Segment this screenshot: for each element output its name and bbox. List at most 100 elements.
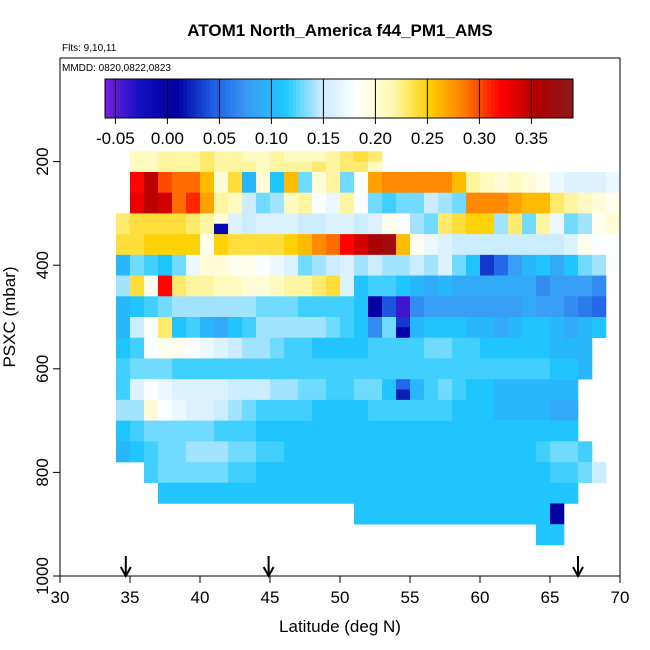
heatmap-cell [158, 358, 173, 370]
colorbar-segment [370, 79, 375, 118]
heatmap-cell [578, 192, 593, 204]
heatmap-cell [200, 192, 215, 204]
heatmap-cell [326, 213, 341, 225]
heatmap-cell [242, 275, 257, 287]
heatmap-cell [606, 244, 621, 256]
heatmap-cell [284, 285, 299, 297]
heatmap-cell [340, 192, 355, 204]
heatmap-cell [312, 399, 327, 411]
heatmap-cell [214, 482, 229, 494]
heatmap-cell [326, 306, 341, 318]
heatmap-cell [550, 524, 565, 535]
heatmap-cell [354, 410, 369, 421]
heatmap-cell [228, 223, 243, 235]
heatmap-cell [284, 306, 299, 318]
heatmap-cell [494, 296, 509, 307]
heatmap-cell [158, 451, 173, 463]
heatmap-cell [172, 441, 187, 452]
colorbar-segment [463, 79, 469, 118]
heatmap-cell [326, 430, 341, 442]
heatmap-cell [144, 389, 159, 401]
heatmap-cell [116, 265, 131, 276]
colorbar-frame [104, 78, 574, 119]
heatmap-cell [452, 223, 467, 235]
heatmap-cell [172, 213, 187, 225]
heatmap-cell [298, 223, 313, 235]
heatmap-cell [228, 171, 243, 183]
heatmap-cell [130, 234, 145, 245]
heatmap-cell [144, 472, 159, 484]
heatmap-cell [326, 493, 341, 504]
heatmap-cell [592, 472, 607, 484]
heatmap-cell [256, 337, 271, 349]
heatmap-cell [228, 161, 243, 173]
y-tick-label: 400 [33, 251, 52, 279]
heatmap-cell [130, 348, 145, 359]
heatmap-cell [522, 275, 537, 287]
heatmap-cell [340, 254, 355, 266]
heatmap-cell [494, 171, 509, 183]
heatmap-cell [186, 327, 201, 339]
colorbar-segment [534, 79, 539, 118]
heatmap-cell [214, 410, 229, 421]
heatmap-cell [284, 234, 299, 245]
heatmap-cell [354, 161, 369, 173]
heatmap-cell [382, 451, 397, 463]
heatmap-cell [564, 223, 579, 235]
colorbar-tick-label: 0.25 [411, 129, 444, 148]
heatmap-cell [606, 213, 621, 225]
heatmap-cell [382, 182, 397, 193]
heatmap-cell [130, 389, 145, 401]
heatmap-cell [424, 171, 439, 183]
x-tick-label: 50 [331, 588, 350, 607]
heatmap-cell [424, 192, 439, 204]
heatmap-cell [144, 182, 159, 193]
y-tick-label: 800 [33, 458, 52, 486]
heatmap-cell [508, 399, 523, 411]
x-tick-label: 45 [261, 588, 280, 607]
heatmap-cell [564, 348, 579, 359]
heatmap-cell [410, 472, 425, 484]
heatmap-cell [298, 493, 313, 504]
heatmap-cell [200, 254, 215, 266]
heatmap-cell [480, 493, 495, 504]
heatmap-cell [354, 234, 369, 245]
heatmap-cell [186, 171, 201, 183]
heatmap-cell [494, 254, 509, 266]
heatmap-cell [116, 306, 131, 318]
heatmap-cell [144, 317, 159, 328]
heatmap-cell [270, 244, 285, 256]
heatmap-cell [172, 482, 187, 494]
heatmap-cell [186, 420, 201, 432]
heatmap-cell [382, 234, 397, 245]
heatmap-cell [242, 317, 257, 328]
colorbar-segment [233, 79, 238, 118]
heatmap-cell [270, 285, 285, 297]
colorbar-segment [401, 79, 406, 118]
colorbar-segment [514, 79, 519, 118]
heatmap-cell [172, 161, 187, 173]
heatmap-cell [158, 399, 173, 411]
heatmap-cell [452, 348, 467, 359]
heatmap-cell [214, 275, 229, 287]
heatmap-cell [424, 358, 439, 370]
heatmap-cell [494, 244, 509, 256]
heatmap-cell [368, 513, 383, 525]
heatmap-cell [326, 472, 341, 484]
colorbar-tick-label: 0.00 [151, 129, 184, 148]
heatmap-cell [410, 275, 425, 287]
heatmap-cell [564, 472, 579, 484]
heatmap-cell [536, 493, 551, 504]
heatmap-cell [550, 462, 565, 473]
heatmap-cell [536, 368, 551, 380]
heatmap-cell [382, 389, 397, 401]
heatmap-cell [550, 337, 565, 349]
x-tick-label: 60 [471, 588, 490, 607]
heatmap-cell [536, 513, 551, 525]
heatmap-cell [522, 265, 537, 276]
heatmap-cell [368, 462, 383, 473]
heatmap-cell [228, 337, 243, 349]
colorbar-segment [124, 79, 129, 118]
heatmap-cell [116, 420, 131, 432]
heatmap-cell [466, 327, 481, 339]
